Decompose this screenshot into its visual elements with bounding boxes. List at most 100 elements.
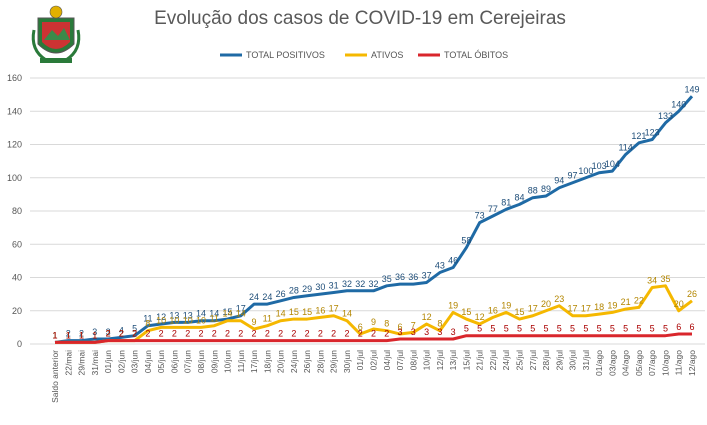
- data-label: 6: [398, 322, 403, 332]
- x-tick-label: 31/mai: [90, 350, 100, 376]
- data-label: 2: [119, 329, 124, 339]
- data-label: 17: [581, 304, 591, 314]
- x-tick-label: 28/jun: [315, 350, 325, 373]
- data-label: 15: [514, 307, 524, 317]
- data-label: 10: [196, 315, 206, 325]
- x-tick-label: 01/ago: [594, 350, 604, 376]
- data-label: 2: [344, 329, 349, 339]
- data-label: 31: [329, 280, 339, 290]
- data-label: 5: [636, 324, 641, 334]
- x-tick-label: 02/jul: [369, 350, 379, 370]
- x-tick-label: 22/mai: [63, 350, 73, 376]
- data-label: 15: [289, 307, 299, 317]
- data-label: 1: [66, 330, 71, 340]
- data-label: 5: [530, 324, 535, 334]
- data-label: 5: [650, 324, 655, 334]
- data-label: 5: [517, 324, 522, 334]
- data-label: 11: [210, 314, 219, 324]
- data-label: 2: [278, 329, 283, 339]
- data-label: 17: [236, 304, 246, 314]
- data-label: 114: [618, 142, 632, 152]
- data-label: 2: [106, 329, 111, 339]
- crest-icon: [31, 5, 81, 63]
- data-label: 89: [541, 184, 551, 194]
- data-label: 21: [621, 297, 631, 307]
- data-label: 2: [384, 329, 389, 339]
- data-label: 3: [106, 327, 111, 337]
- data-label: 15: [461, 307, 471, 317]
- x-tick-label: 18/jun: [262, 350, 272, 373]
- data-label: 1: [92, 330, 97, 340]
- data-label: 14: [342, 309, 352, 319]
- data-label: 121: [631, 131, 646, 141]
- data-label: 2: [132, 329, 137, 339]
- data-label: 6: [689, 322, 694, 332]
- data-label: 12: [475, 312, 485, 322]
- x-tick-label: 07/jun: [183, 350, 193, 373]
- data-label: 140: [671, 99, 686, 109]
- x-tick-label: 29/jul: [554, 350, 564, 370]
- data-label: 19: [501, 300, 511, 310]
- x-tick-label: Saldo anterior: [50, 350, 60, 403]
- data-label: 1: [92, 330, 97, 340]
- data-label: 34: [647, 275, 657, 285]
- data-label: 4: [119, 325, 124, 335]
- data-label: 5: [557, 324, 562, 334]
- data-label: 14: [276, 309, 286, 319]
- x-tick-label: 25/jul: [514, 350, 524, 370]
- data-label: 2: [305, 329, 310, 339]
- data-label: 3: [398, 327, 403, 337]
- data-label: 2: [172, 329, 177, 339]
- x-tick-label: 01/jul: [355, 350, 365, 370]
- data-label: 5: [464, 324, 469, 334]
- data-label: 2: [198, 329, 203, 339]
- x-tick-label: 10/jun: [223, 350, 233, 373]
- x-tick-label: 22/jul: [488, 350, 498, 370]
- x-tick-label: 24/jun: [289, 350, 299, 373]
- x-tick-label: 10/jul: [422, 350, 432, 370]
- data-label: 2: [318, 329, 323, 339]
- data-label: 3: [92, 327, 97, 337]
- data-label: 36: [395, 272, 405, 282]
- x-tick-label: 03/ago: [607, 350, 617, 376]
- y-tick-label: 60: [12, 239, 22, 249]
- data-label: 6: [676, 322, 681, 332]
- series-line: [54, 95, 694, 344]
- data-label: 2: [265, 329, 270, 339]
- data-label: 14: [223, 309, 233, 319]
- data-label: 18: [594, 302, 604, 312]
- x-tick-label: 08/jul: [408, 350, 418, 370]
- data-label: 5: [544, 324, 549, 334]
- data-label: 1: [79, 330, 84, 340]
- x-tick-label: 24/jul: [501, 350, 511, 370]
- x-tick-label: 31/jul: [581, 350, 591, 370]
- x-tick-label: 30/jun: [342, 350, 352, 373]
- x-tick-label: 21/jul: [475, 350, 485, 370]
- data-label: 24: [249, 292, 259, 302]
- data-label: 123: [645, 128, 660, 138]
- data-label: 32: [368, 279, 378, 289]
- data-label: 16: [488, 305, 498, 315]
- data-label: 20: [674, 299, 684, 309]
- data-label: 5: [623, 324, 628, 334]
- x-tick-label: 07/jul: [395, 350, 405, 370]
- data-label: 19: [448, 300, 458, 310]
- data-label: 11: [143, 314, 152, 324]
- data-label: 17: [528, 304, 538, 314]
- data-label: 19: [607, 300, 617, 310]
- data-label: 14: [236, 309, 246, 319]
- data-label: 1: [79, 330, 84, 340]
- data-label: 28: [289, 285, 299, 295]
- y-tick-label: 120: [7, 140, 22, 150]
- x-tick-label: 06/jun: [169, 350, 179, 373]
- data-label: 2: [225, 329, 230, 339]
- data-label: 16: [315, 305, 325, 315]
- data-label: 30: [315, 282, 325, 292]
- data-label: 2: [132, 329, 137, 339]
- x-tick-label: 27/jul: [528, 350, 538, 370]
- x-tick-label: 12/ago: [687, 350, 697, 376]
- data-label: 8: [145, 319, 150, 329]
- y-tick-label: 100: [7, 173, 22, 183]
- data-label: 2: [371, 329, 376, 339]
- data-label: 37: [422, 270, 432, 280]
